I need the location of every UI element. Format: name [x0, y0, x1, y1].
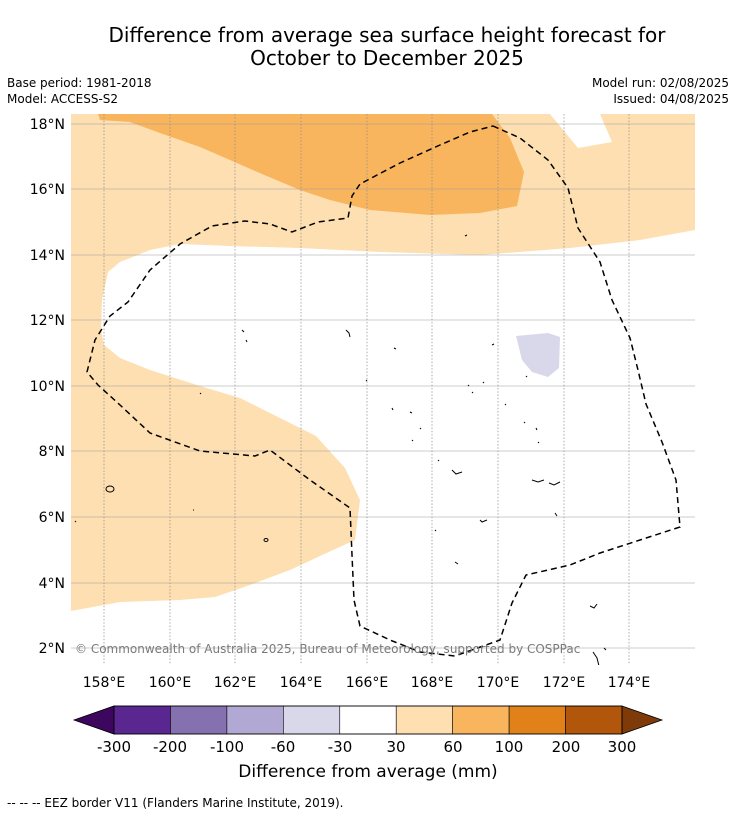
colorbar-tick: 200 [552, 738, 581, 756]
colorbar-tick: -60 [271, 738, 296, 756]
colorbar-segment [113, 705, 171, 735]
colorbar-label: Difference from average (mm) [238, 762, 498, 782]
lon-label: 170°E [477, 675, 520, 691]
colorbar-tick: -200 [153, 738, 187, 756]
colorbar-tick: -300 [97, 738, 131, 756]
colorbar-segment [283, 705, 341, 735]
colorbar-segments [113, 705, 623, 735]
anomaly-neg30-neg60 [516, 333, 560, 377]
lon-label: 174°E [608, 675, 651, 691]
anomaly-60-100 [98, 114, 524, 215]
lat-label: 6°N [39, 510, 65, 526]
colorbar-tick: -100 [210, 738, 244, 756]
eez-border [86, 125, 681, 657]
anomaly-30-60-north [71, 114, 695, 611]
colorbar-segment [339, 705, 397, 735]
gridlines [71, 114, 695, 665]
colorbar-tick: 300 [608, 738, 637, 756]
lat-label: 10°N [30, 379, 65, 395]
issued-date: Issued: 04/08/2025 [613, 92, 729, 106]
model-run: Model run: 02/08/2025 [591, 76, 729, 90]
lat-label: 4°N [39, 576, 65, 592]
lat-label: 12°N [30, 313, 65, 329]
lon-label: 172°E [543, 675, 586, 691]
colorbar-tick: 30 [386, 738, 405, 756]
lon-label: 160°E [149, 675, 192, 691]
base-period: Base period: 1981-2018 [7, 76, 152, 90]
lon-labels: 158°E 160°E 162°E 164°E 166°E 168°E 170°… [83, 675, 651, 691]
meta-left: Base period: 1981-2018 Model: ACCESS-S2 [7, 75, 152, 107]
map-plot-area: © Commonwealth of Australia 2025, Bureau… [71, 114, 695, 665]
lon-label: 168°E [411, 675, 454, 691]
copyright-notice: © Commonwealth of Australia 2025, Bureau… [75, 642, 580, 656]
colorbar-segment [226, 705, 284, 735]
colorbar-segment [508, 705, 566, 735]
colorbar-tick: 60 [443, 738, 462, 756]
colorbar-under-arrow [72, 705, 115, 735]
model-name: Model: ACCESS-S2 [7, 92, 119, 106]
lon-label: 166°E [346, 675, 389, 691]
lat-label: 16°N [30, 182, 65, 198]
colorbar-segment [565, 705, 623, 735]
lon-label: 164°E [280, 675, 323, 691]
colorbar: -300 -200 -100 -60 -30 30 60 100 200 300 [72, 705, 664, 756]
colorbar-segment [452, 705, 510, 735]
lat-label: 8°N [39, 444, 65, 460]
colorbar-tick: -30 [328, 738, 353, 756]
lon-label: 158°E [83, 675, 126, 691]
lat-label: 18°N [30, 117, 65, 133]
meta-right: Model run: 02/08/2025 Issued: 04/08/2025 [592, 75, 729, 107]
colorbar-over-arrow [621, 705, 664, 735]
map-title-line1: Difference from average sea surface heig… [108, 23, 666, 47]
lon-label: 162°E [214, 675, 257, 691]
islands [74, 234, 607, 665]
colorbar-tick: 100 [495, 738, 524, 756]
colorbar-segment [395, 705, 453, 735]
colorbar-ticks: -300 -200 -100 -60 -30 30 60 100 200 300 [97, 738, 636, 756]
lat-label: 2°N [39, 641, 65, 657]
lat-labels: 18°N 16°N 14°N 12°N 10°N 8°N 6°N 4°N 2°N [30, 117, 65, 657]
eez-legend-footnote: -- -- -- EEZ border V11 (Flanders Marine… [7, 796, 344, 810]
lat-label: 14°N [30, 248, 65, 264]
colorbar-segment [170, 705, 228, 735]
map-title-line2: October to December 2025 [250, 46, 524, 70]
